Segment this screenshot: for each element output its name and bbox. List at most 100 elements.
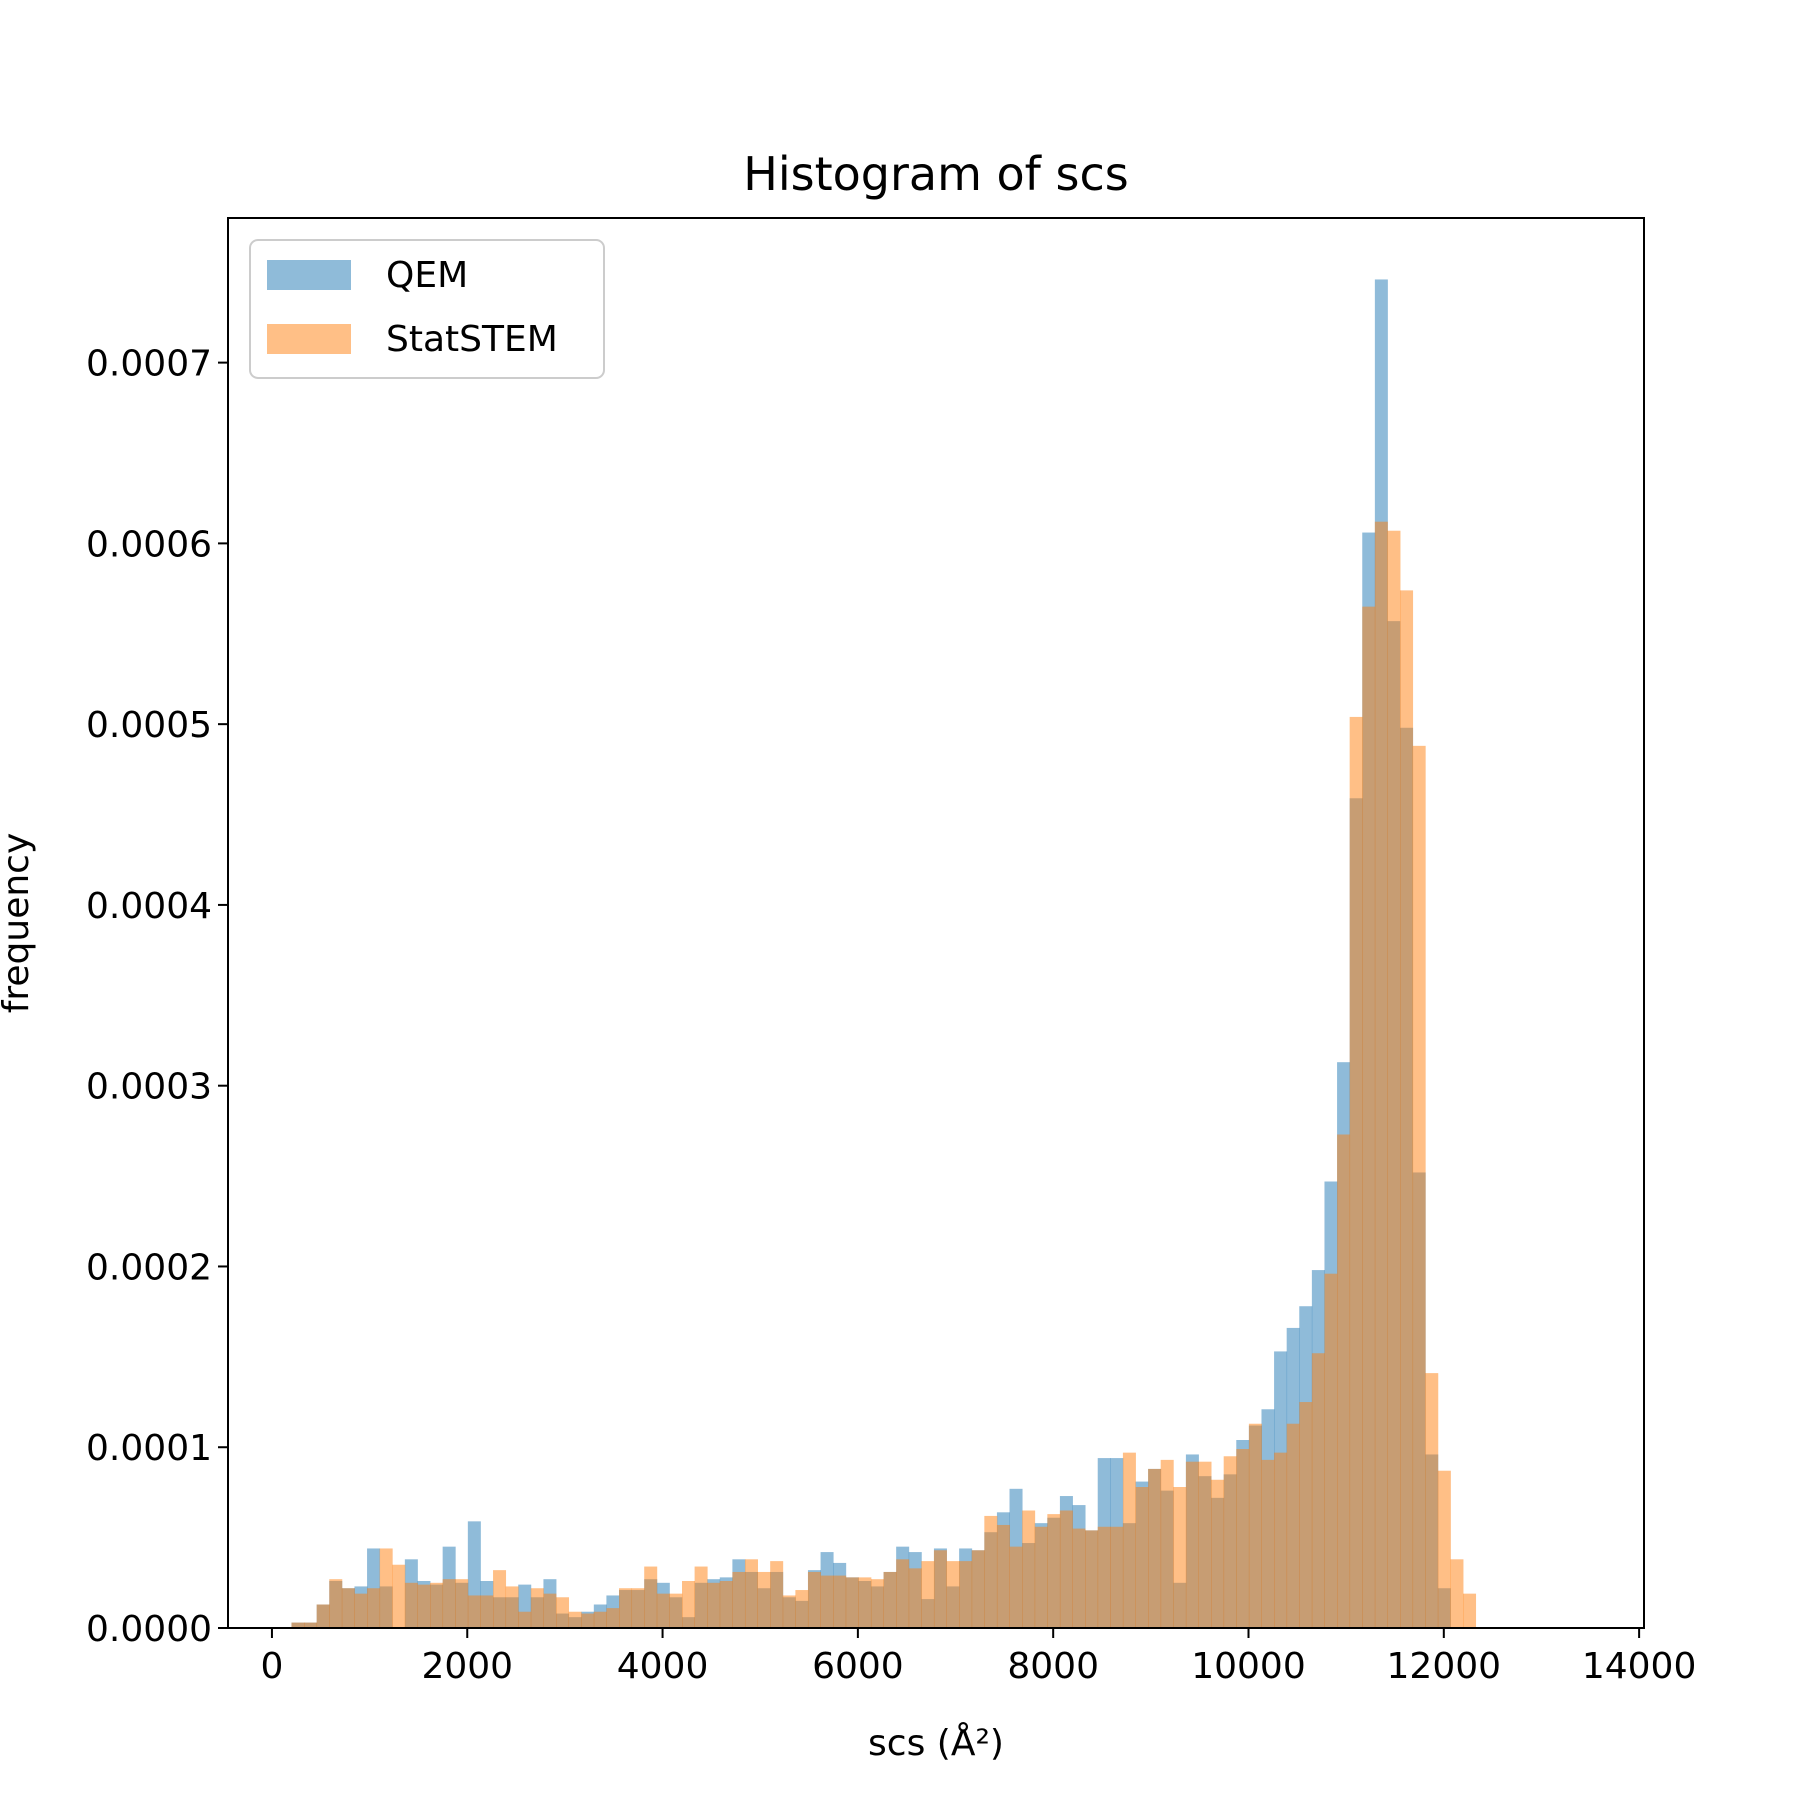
x-tick-label: 12000 <box>1387 1646 1502 1687</box>
bar <box>1299 1402 1313 1628</box>
bar <box>959 1561 973 1628</box>
bar <box>971 1550 985 1628</box>
bar <box>1160 1459 1174 1628</box>
bar <box>543 1593 557 1628</box>
bar <box>417 1584 431 1628</box>
legend-swatch-statstem <box>267 324 351 354</box>
bar <box>921 1561 935 1628</box>
y-tick-label: 0.0003 <box>86 1067 212 1108</box>
legend-swatch-qem <box>267 260 351 290</box>
bar <box>467 1595 481 1628</box>
bar <box>606 1608 620 1628</box>
bar <box>1374 521 1388 1629</box>
bar <box>1022 1510 1036 1628</box>
bar <box>581 1613 595 1628</box>
bar <box>1324 1273 1338 1628</box>
y-tick-label: 0.0000 <box>86 1609 212 1650</box>
y-tick-label: 0.0001 <box>86 1428 212 1469</box>
bar <box>883 1571 897 1628</box>
x-axis-ticks: 0 2000 4000 6000 8000 10000 12000 14000 <box>260 1628 1696 1687</box>
bar <box>1223 1456 1237 1628</box>
y-tick-label: 0.0007 <box>86 344 212 385</box>
bar <box>1185 1461 1199 1628</box>
bar <box>996 1524 1010 1628</box>
bar <box>694 1566 708 1628</box>
bar <box>795 1590 809 1628</box>
bar <box>1387 530 1401 1628</box>
bar <box>291 1622 305 1628</box>
bar <box>1286 1423 1300 1628</box>
x-axis-label: scs (Å²) <box>868 1721 1004 1764</box>
bar <box>1059 1510 1073 1628</box>
bar <box>518 1611 532 1628</box>
bar <box>1337 1134 1351 1628</box>
bar <box>316 1604 330 1628</box>
bar <box>1135 1487 1149 1628</box>
bar <box>493 1570 507 1628</box>
bar <box>1236 1449 1250 1628</box>
bar <box>1274 1452 1288 1628</box>
bar <box>1198 1461 1212 1628</box>
bar <box>631 1588 645 1628</box>
bar <box>1425 1373 1439 1628</box>
bar <box>619 1588 633 1628</box>
bar <box>1362 606 1376 1628</box>
series-statstem <box>291 521 1477 1629</box>
bar <box>896 1559 910 1628</box>
bar <box>782 1595 796 1628</box>
legend: QEM StatSTEM <box>249 239 605 379</box>
bar <box>1097 1526 1111 1628</box>
y-tick-label: 0.0005 <box>86 705 212 746</box>
bar <box>354 1593 368 1628</box>
bar <box>1072 1528 1086 1628</box>
bar <box>807 1571 821 1628</box>
bar <box>1211 1479 1225 1628</box>
bar <box>845 1577 859 1628</box>
bar <box>379 1548 393 1628</box>
x-tick-label: 4000 <box>617 1646 709 1687</box>
bar <box>682 1581 695 1628</box>
bar <box>1412 745 1426 1628</box>
x-tick-label: 14000 <box>1582 1646 1697 1687</box>
bar <box>304 1622 318 1628</box>
bar <box>430 1582 444 1628</box>
bar <box>1450 1559 1464 1628</box>
bar <box>556 1597 570 1628</box>
bar <box>744 1559 758 1628</box>
legend-label-qem: QEM <box>386 255 468 296</box>
bar <box>1148 1468 1162 1628</box>
bar <box>719 1581 733 1628</box>
x-tick-label: 8000 <box>1007 1646 1099 1687</box>
chart-title: Histogram of scs <box>743 147 1128 201</box>
bar <box>1085 1530 1099 1628</box>
legend-label-statstem: StatSTEM <box>386 319 558 360</box>
y-axis-label: frequency <box>0 833 37 1014</box>
plot-frame <box>227 217 1645 1629</box>
bar <box>833 1575 847 1628</box>
bar <box>1400 590 1414 1628</box>
bar <box>669 1593 683 1628</box>
bar <box>908 1568 922 1628</box>
bar <box>1437 1470 1451 1628</box>
bar <box>480 1595 494 1628</box>
y-tick-label: 0.0004 <box>86 886 212 927</box>
x-tick-label: 10000 <box>1191 1646 1306 1687</box>
bar <box>1311 1353 1325 1628</box>
bar <box>984 1515 998 1628</box>
bar <box>1110 1526 1124 1628</box>
y-tick-label: 0.0006 <box>86 524 212 565</box>
bar <box>707 1582 721 1628</box>
bar <box>770 1561 784 1628</box>
x-tick-label: 2000 <box>421 1646 513 1687</box>
x-tick-label: 6000 <box>812 1646 904 1687</box>
bar <box>530 1588 544 1628</box>
y-axis-ticks: 0.0000 0.0001 0.0002 0.0003 0.0004 0.0005 0.00… <box>86 344 228 1650</box>
bar <box>1122 1452 1136 1628</box>
y-tick-label: 0.0002 <box>86 1247 212 1288</box>
bar <box>946 1561 960 1628</box>
bar <box>1047 1514 1061 1628</box>
bar <box>1261 1459 1275 1628</box>
bar <box>442 1579 456 1628</box>
bar <box>367 1588 381 1628</box>
